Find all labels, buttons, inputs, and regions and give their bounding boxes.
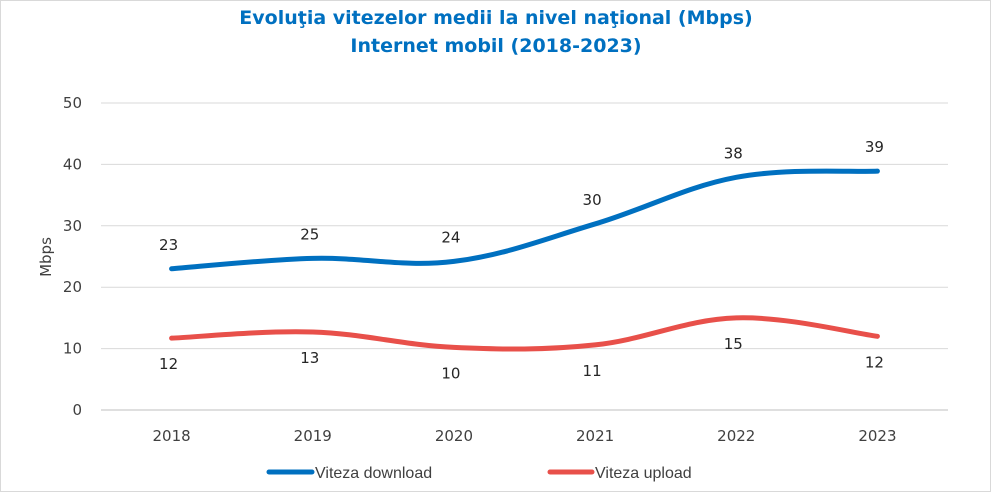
data-label: 24 bbox=[441, 228, 460, 246]
data-label: 11 bbox=[583, 362, 602, 380]
legend-label: Viteza upload bbox=[595, 465, 692, 482]
y-tick-label: 50 bbox=[63, 94, 82, 112]
legend: Viteza download Viteza upload bbox=[266, 465, 692, 482]
y-tick-label: 0 bbox=[72, 401, 82, 419]
x-axis-ticks: 2018 2019 2020 2021 2022 2023 bbox=[152, 427, 896, 445]
x-tick-label: 2021 bbox=[576, 427, 614, 445]
data-label: 10 bbox=[441, 364, 460, 382]
data-label: 38 bbox=[724, 144, 743, 162]
data-label: 12 bbox=[865, 353, 884, 371]
data-label: 23 bbox=[159, 236, 178, 254]
x-tick-label: 2018 bbox=[152, 427, 190, 445]
y-tick-label: 20 bbox=[63, 278, 82, 296]
data-label: 13 bbox=[300, 349, 319, 367]
y-tick-label: 10 bbox=[63, 340, 82, 358]
x-tick-label: 2020 bbox=[435, 427, 473, 445]
chart-title-line2: Internet mobil (2018-2023) bbox=[350, 35, 641, 57]
x-tick-label: 2019 bbox=[294, 427, 332, 445]
series-lines bbox=[169, 168, 880, 352]
data-label: 30 bbox=[583, 191, 602, 209]
data-label: 15 bbox=[724, 335, 743, 353]
chart-title-line1: Evoluţia vitezelor medii la nivel naţion… bbox=[239, 7, 752, 29]
x-tick-label: 2023 bbox=[858, 427, 896, 445]
y-axis-ticks: 0 10 20 30 40 50 bbox=[63, 94, 82, 419]
gridlines bbox=[101, 102, 948, 411]
series-line-upload bbox=[169, 315, 880, 352]
data-labels: 23 25 24 30 38 39 12 13 10 11 15 12 bbox=[159, 138, 884, 382]
series-line-download bbox=[169, 168, 880, 272]
legend-label: Viteza download bbox=[315, 465, 432, 482]
x-tick-label: 2022 bbox=[717, 427, 755, 445]
data-label: 12 bbox=[159, 355, 178, 373]
data-label: 39 bbox=[865, 138, 884, 156]
y-tick-label: 40 bbox=[63, 155, 82, 173]
y-axis-title: Mbps bbox=[37, 237, 55, 277]
y-tick-label: 30 bbox=[63, 217, 82, 235]
data-label: 25 bbox=[300, 225, 319, 243]
